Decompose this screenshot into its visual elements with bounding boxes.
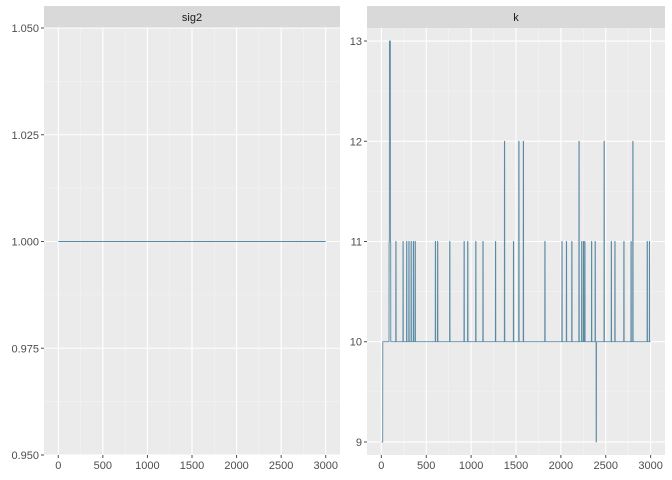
y-tick-label: 0.950 [11, 450, 39, 462]
x-tick-label: 2500 [594, 460, 618, 472]
x-tick-label: 2000 [549, 460, 573, 472]
y-tick-label: 1.050 [11, 23, 39, 35]
y-tick-label: 1.000 [11, 237, 39, 249]
panel-sig2: sig2 0 500 1000 1500 2000 2500 3000 0.950 0.975 1.… [11, 6, 340, 472]
panel-k: k 0 500 1000 1500 2000 2500 3000 9 10 11 12 13 [350, 6, 665, 472]
y-tick-label: 13 [350, 36, 362, 48]
facet-label: k [513, 12, 519, 24]
y-tick-label: 11 [351, 237, 362, 249]
x-tick-label: 1500 [180, 460, 204, 472]
facet-label: sig2 [182, 12, 202, 24]
x-tick-label: 2500 [269, 460, 293, 472]
x-tick-label: 500 [417, 460, 435, 472]
y-tick-label: 10 [350, 337, 362, 349]
facet-strip [44, 6, 340, 28]
x-tick-label: 0 [55, 460, 61, 472]
x-tick-label: 1000 [135, 460, 159, 472]
x-tick-label: 0 [378, 460, 384, 472]
y-tick-label: 1.025 [11, 130, 39, 142]
trace-line-k [381, 40, 651, 443]
x-tick-label: 1500 [504, 460, 528, 472]
x-tick-label: 500 [94, 460, 112, 472]
y-tick-label: 12 [350, 136, 362, 148]
x-tick-label: 3000 [638, 460, 662, 472]
x-tick-label: 3000 [313, 460, 337, 472]
x-tick-label: 1000 [459, 460, 483, 472]
x-tick-label: 2000 [224, 460, 248, 472]
facet-strip [367, 6, 665, 28]
y-tick-label: 9 [356, 437, 362, 449]
y-tick-label: 0.975 [11, 343, 39, 355]
